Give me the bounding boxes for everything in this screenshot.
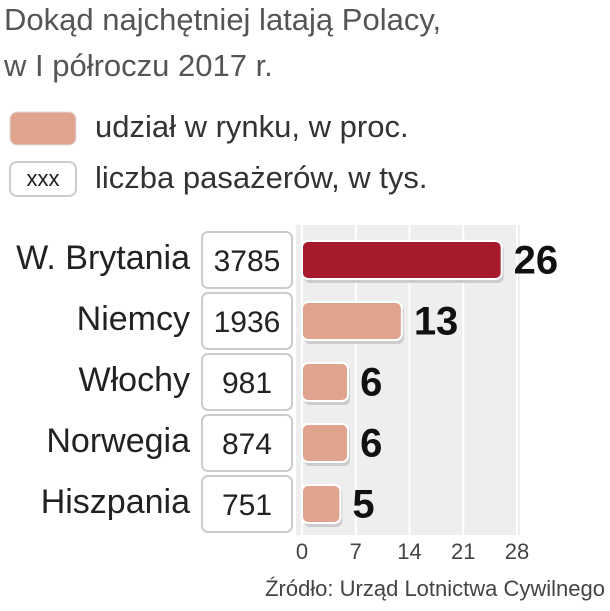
source: Źródło: Urząd Lotnictwa Cywilnego bbox=[265, 576, 605, 601]
legend-swatch bbox=[9, 161, 77, 197]
bar bbox=[301, 301, 403, 341]
value-label: 5 bbox=[352, 483, 374, 527]
passenger-box bbox=[201, 231, 293, 289]
passenger-box bbox=[201, 292, 293, 350]
value-label: 6 bbox=[360, 361, 382, 405]
bar bbox=[301, 362, 350, 402]
passenger-value: 751 bbox=[222, 489, 272, 522]
category-label: Włochy bbox=[79, 361, 190, 399]
x-tick-label: 0 bbox=[296, 539, 308, 564]
bar bbox=[301, 240, 503, 280]
category-label: W. Brytania bbox=[16, 239, 190, 277]
legend-label: udział w rynku, w proc. bbox=[95, 109, 409, 144]
legend-sample: xxx bbox=[27, 166, 60, 191]
value-label: 6 bbox=[360, 422, 382, 466]
value-label: 26 bbox=[514, 239, 559, 283]
category-label: Niemcy bbox=[77, 300, 190, 338]
bar bbox=[301, 423, 350, 463]
x-tick-label: 21 bbox=[451, 539, 475, 564]
category-label: Norwegia bbox=[46, 422, 190, 460]
passenger-value: 3785 bbox=[214, 245, 281, 278]
passenger-value: 1936 bbox=[214, 306, 281, 339]
bar bbox=[301, 484, 342, 524]
chart-title: Dokąd najchętniej latają Polacy, bbox=[4, 2, 441, 37]
x-tick-label: 7 bbox=[350, 539, 362, 564]
passenger-box bbox=[201, 353, 293, 411]
passenger-value: 981 bbox=[222, 367, 272, 400]
chart-title: w I półroczu 2017 r. bbox=[3, 48, 273, 83]
passenger-box bbox=[201, 475, 293, 533]
category-label: Hiszpania bbox=[41, 483, 190, 521]
value-label: 13 bbox=[414, 300, 459, 344]
passenger-box bbox=[201, 414, 293, 472]
x-tick-label: 28 bbox=[505, 539, 529, 564]
x-tick-label: 14 bbox=[397, 539, 421, 564]
legend-label: liczba pasażerów, w tys. bbox=[95, 160, 428, 195]
passenger-value: 874 bbox=[222, 428, 272, 461]
legend-swatch bbox=[9, 111, 77, 146]
